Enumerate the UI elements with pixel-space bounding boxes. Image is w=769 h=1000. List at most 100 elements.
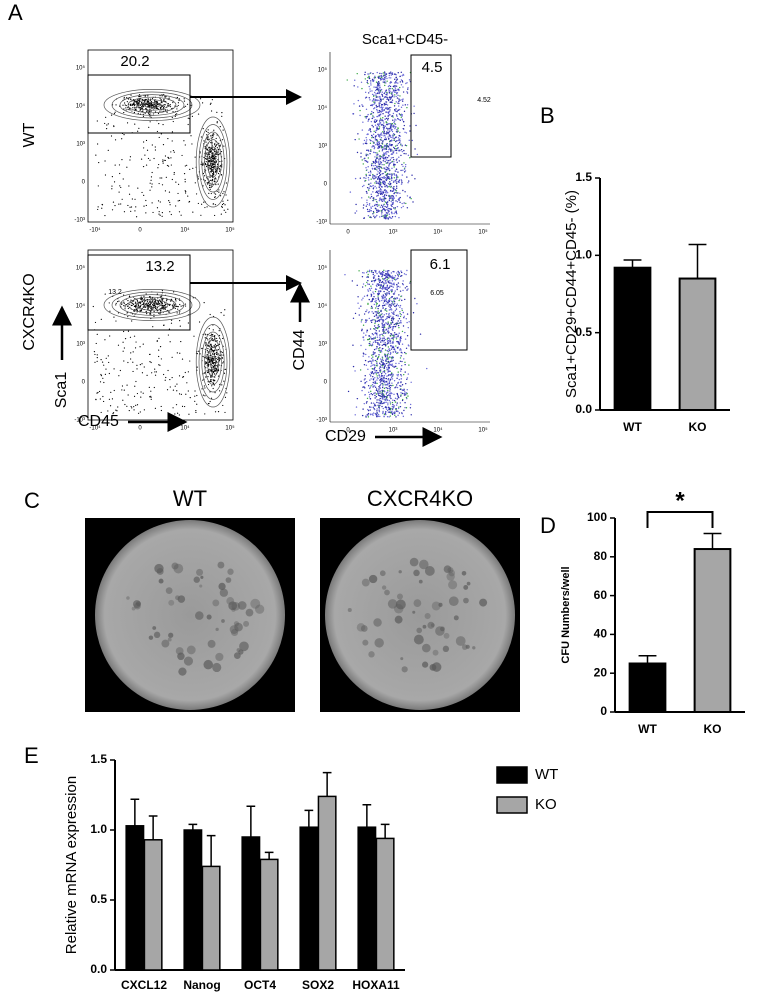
event-dot [380, 188, 381, 189]
event-dot [375, 192, 376, 193]
event-dot [394, 279, 395, 280]
event-dot [105, 293, 106, 294]
event-dot [157, 167, 158, 168]
event-dot [184, 98, 185, 99]
event-dot [386, 92, 387, 93]
event-dot [391, 305, 392, 306]
event-dot [379, 198, 380, 199]
event-dot [213, 172, 214, 173]
event-dot [386, 127, 387, 128]
event-dot [406, 270, 407, 271]
event-dot [102, 361, 103, 362]
event-dot [400, 337, 401, 338]
event-dot [365, 416, 366, 417]
event-dot [384, 218, 385, 219]
event-dot [162, 216, 163, 217]
row-label: CXCR4KO [21, 273, 38, 350]
event-dot [382, 316, 383, 317]
event-dot [385, 308, 386, 309]
event-dot [375, 271, 376, 272]
event-dot [387, 330, 388, 331]
event-dot [105, 368, 106, 369]
event-dot [97, 143, 98, 144]
event-dot [373, 274, 374, 275]
event-dot [207, 350, 208, 351]
event-dot [146, 108, 147, 109]
event-dot [209, 338, 210, 339]
event-dot [388, 364, 389, 365]
event-dot [390, 352, 391, 353]
event-dot [365, 285, 366, 286]
event-dot [396, 305, 397, 306]
error-bar [207, 836, 216, 867]
event-dot [405, 164, 406, 165]
colony [226, 577, 232, 583]
event-dot [384, 301, 385, 302]
event-dot [392, 360, 393, 361]
event-dot [215, 168, 216, 169]
event-dot [378, 168, 379, 169]
event-dot [382, 338, 383, 339]
colony [212, 599, 219, 606]
event-dot [366, 150, 367, 151]
event-dot [359, 105, 360, 106]
event-dot [368, 385, 369, 386]
event-dot [367, 187, 368, 188]
event-dot [406, 91, 407, 92]
event-dot [373, 293, 374, 294]
event-dot [149, 354, 150, 355]
event-dot [376, 311, 377, 312]
plate [325, 520, 515, 710]
event-dot [401, 369, 402, 370]
event-dot [121, 304, 122, 305]
event-dot [370, 178, 371, 179]
event-dot [381, 350, 382, 351]
event-dot [175, 182, 176, 183]
event-dot [353, 103, 354, 104]
event-dot [368, 73, 369, 74]
event-dot [207, 354, 208, 355]
event-dot [365, 375, 366, 376]
event-dot [387, 273, 388, 274]
event-dot [389, 362, 390, 363]
event-dot [177, 413, 178, 414]
event-dot [120, 187, 121, 188]
contour [196, 317, 230, 407]
event-dot [355, 313, 356, 314]
event-dot [132, 198, 133, 199]
event-dot [136, 368, 137, 369]
event-dot [112, 398, 113, 399]
colony [397, 593, 403, 599]
event-dot [158, 200, 159, 201]
event-dot [135, 405, 136, 406]
event-dot [189, 201, 190, 202]
event-dot [407, 377, 408, 378]
event-dot [219, 390, 220, 391]
event-dot [119, 173, 120, 174]
event-dot [391, 197, 392, 198]
event-dot [381, 146, 382, 147]
event-dot [392, 88, 393, 89]
event-dot [187, 195, 188, 196]
event-dot [386, 408, 387, 409]
event-dot [137, 404, 138, 405]
event-dot [95, 322, 96, 323]
event-dot [172, 357, 173, 358]
colony [157, 568, 164, 575]
event-dot [366, 175, 367, 176]
colony [467, 582, 471, 586]
event-dot [370, 407, 371, 408]
colony [161, 640, 169, 648]
event-dot [370, 206, 371, 207]
event-dot [216, 145, 217, 146]
event-dot [394, 306, 395, 307]
event-dot [105, 174, 106, 175]
event-dot [206, 356, 207, 357]
event-dot [362, 159, 363, 160]
event-dot [406, 348, 407, 349]
colony [178, 595, 185, 602]
event-dot [374, 404, 375, 405]
event-dot [377, 315, 378, 316]
event-dot [171, 214, 172, 215]
event-dot [134, 107, 135, 108]
